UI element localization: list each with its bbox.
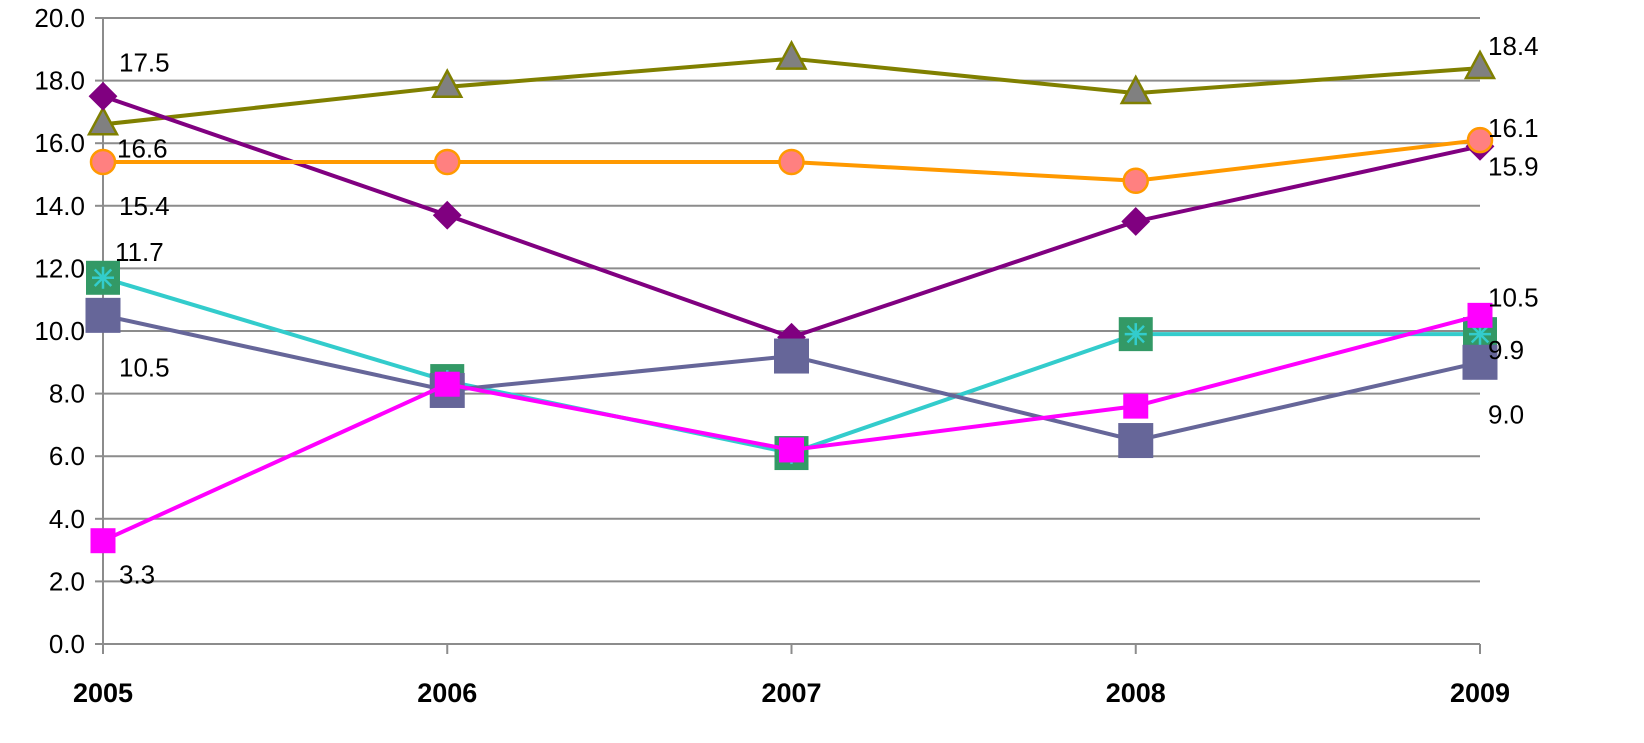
data-point-marker bbox=[434, 148, 461, 176]
data-label: 9.0 bbox=[1488, 399, 1524, 429]
data-label: 11.7 bbox=[115, 237, 164, 267]
data-point-marker bbox=[86, 105, 120, 136]
series-5 bbox=[90, 302, 1493, 554]
data-point-marker bbox=[431, 68, 464, 98]
y-tick-label: 10.0 bbox=[34, 316, 85, 346]
y-tick-label: 2.0 bbox=[49, 566, 85, 596]
data-point-marker bbox=[1462, 344, 1498, 380]
x-tick-label: 2005 bbox=[73, 678, 133, 708]
y-tick-label: 6.0 bbox=[49, 441, 85, 471]
series-0 bbox=[86, 39, 1497, 136]
series-4 bbox=[85, 297, 1498, 459]
data-point-marker bbox=[775, 39, 808, 70]
data-point-marker bbox=[89, 148, 117, 176]
asterisk-marker-icon bbox=[92, 266, 114, 289]
data-label: 15.9 bbox=[1488, 151, 1539, 181]
series-layer bbox=[85, 39, 1498, 554]
series-2 bbox=[89, 126, 1494, 195]
y-tick-label: 18.0 bbox=[34, 66, 85, 96]
data-point-marker bbox=[1118, 423, 1154, 459]
y-tick-label: 20.0 bbox=[34, 3, 85, 33]
data-label: 16.6 bbox=[117, 133, 168, 163]
data-label: 9.9 bbox=[1488, 335, 1524, 365]
label-layer: 16.6 18.4 17.5 15.9 15.4 16.1 11.7 9.9 10.5 9.0 3.… bbox=[115, 31, 1539, 590]
data-point-marker bbox=[779, 437, 804, 463]
data-label: 3.3 bbox=[119, 560, 155, 590]
data-point-marker bbox=[85, 297, 121, 333]
x-tick-label: 2006 bbox=[417, 678, 477, 708]
data-point-marker bbox=[778, 148, 805, 176]
data-point-marker bbox=[1119, 74, 1152, 105]
data-point-marker bbox=[774, 338, 809, 374]
asterisk-marker-icon bbox=[1124, 323, 1147, 346]
data-point-marker bbox=[432, 200, 462, 230]
data-label: 18.4 bbox=[1488, 31, 1539, 61]
data-label: 10.5 bbox=[119, 352, 170, 382]
y-tick-label: 12.0 bbox=[34, 253, 85, 283]
data-point-marker bbox=[1463, 49, 1497, 80]
x-tick-label: 2007 bbox=[761, 678, 821, 708]
data-point-marker bbox=[1123, 393, 1149, 419]
y-tick-label: 14.0 bbox=[34, 191, 85, 221]
data-point-marker bbox=[1122, 167, 1149, 195]
x-tick-label: 2009 bbox=[1450, 678, 1510, 708]
data-point-marker bbox=[90, 528, 116, 554]
data-point-marker bbox=[434, 371, 460, 397]
data-point-marker bbox=[1121, 207, 1151, 236]
y-tick-label: 0.0 bbox=[49, 629, 85, 659]
y-tick-label: 8.0 bbox=[49, 379, 85, 409]
data-label: 10.5 bbox=[1488, 282, 1539, 312]
data-label: 16.1 bbox=[1488, 113, 1539, 143]
data-point-marker bbox=[88, 81, 118, 111]
data-point-marker bbox=[1467, 302, 1493, 328]
series-line bbox=[102, 94, 1481, 340]
series-1 bbox=[88, 81, 1495, 352]
y-tick-label: 16.0 bbox=[34, 128, 85, 158]
x-tick-label: 2008 bbox=[1106, 678, 1166, 708]
y-tick-label: 4.0 bbox=[49, 504, 85, 534]
data-point-marker bbox=[1466, 126, 1494, 154]
data-label: 17.5 bbox=[119, 47, 170, 77]
data-label: 15.4 bbox=[119, 191, 170, 221]
